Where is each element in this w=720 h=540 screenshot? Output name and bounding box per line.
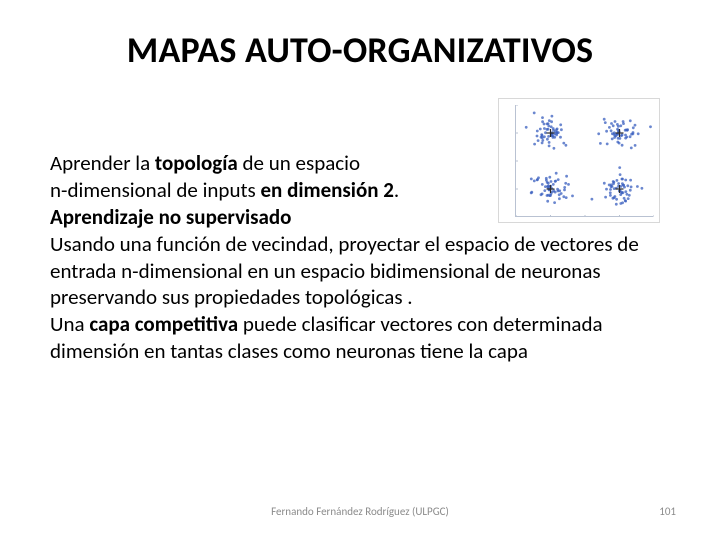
footer-author: Fernando Fernández Rodríguez (ULPGC): [0, 505, 720, 518]
slide: MAPAS AUTO-ORGANIZATIVOS Aprender la top…: [0, 0, 720, 540]
body-paragraph: Aprender la topología de un espacion-dim…: [50, 150, 676, 365]
body-text: Aprender la topología de un espacion-dim…: [50, 150, 676, 365]
footer-page-number: 101: [659, 505, 676, 518]
page-title: MAPAS AUTO-ORGANIZATIVOS: [0, 0, 720, 72]
